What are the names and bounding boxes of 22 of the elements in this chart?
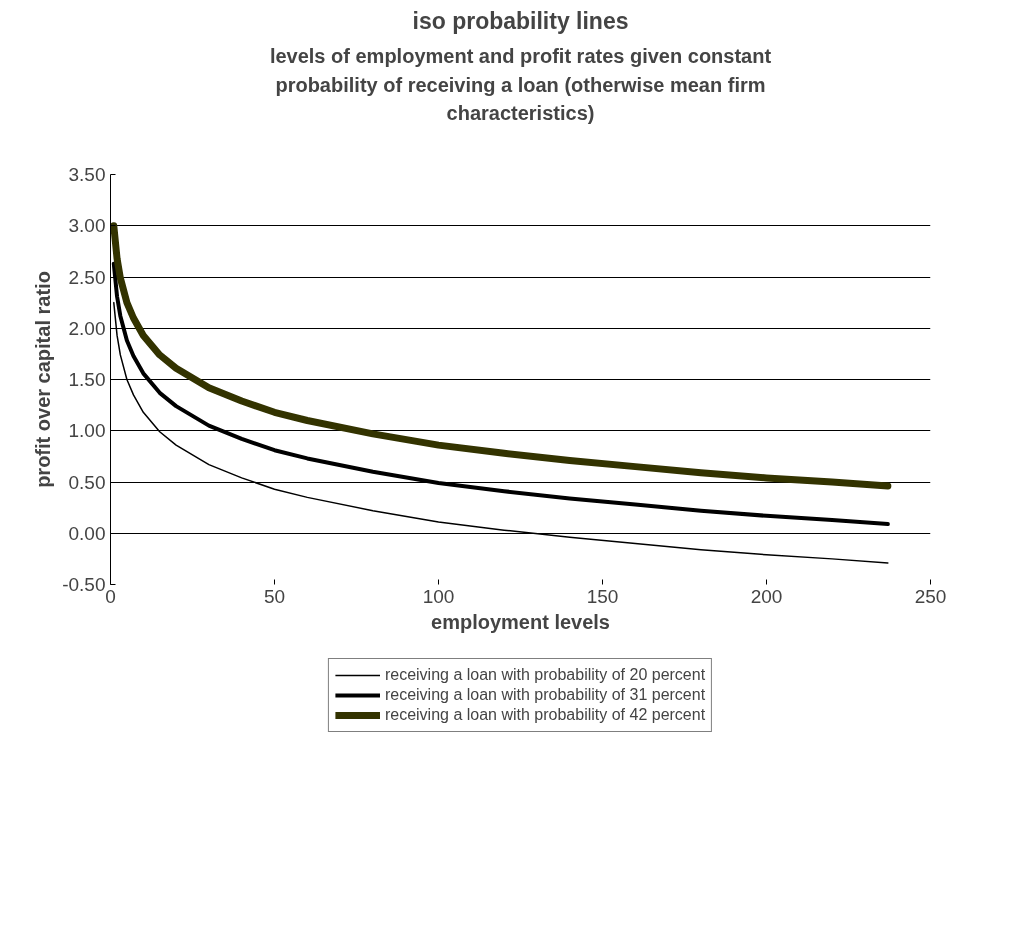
y-tick-label: 3.50 [68,164,106,185]
legend-label: receiving a loan with probability of 20 percent [384,666,706,684]
y-tick-label: -0.50 [62,574,106,595]
chart-title: iso probability lines [412,7,629,34]
y-tick-label: 3.00 [68,215,106,237]
legend-label: receiving a loan with probability of 31 percent [384,686,706,704]
y-tick-label: 2.50 [68,266,106,288]
legend-label: receiving a loan with probability of 42 percent [384,706,706,724]
x-tick-label: 150 [586,585,619,607]
x-tick-label: 200 [750,585,783,607]
x-tick-label: 100 [422,585,455,607]
x-tick-label: 250 [914,585,947,607]
y-tick-label: 1.50 [68,369,106,390]
x-tick-label: 0 [105,585,116,607]
y-axis-title: profit over capital ratio [32,271,55,488]
x-axis-title: employment levels [431,610,610,633]
x-tick-label: 50 [263,585,286,607]
y-tick-label: 0.00 [68,522,106,544]
y-tick-label: 2.00 [68,317,106,339]
chart-subtitle: levels of employment and profit rates given constant probability of receiving a loan (otherwise mean firm characteristics) [269,45,772,125]
y-tick-label: 1.00 [68,420,106,442]
y-tick-label: 0.50 [68,471,106,493]
